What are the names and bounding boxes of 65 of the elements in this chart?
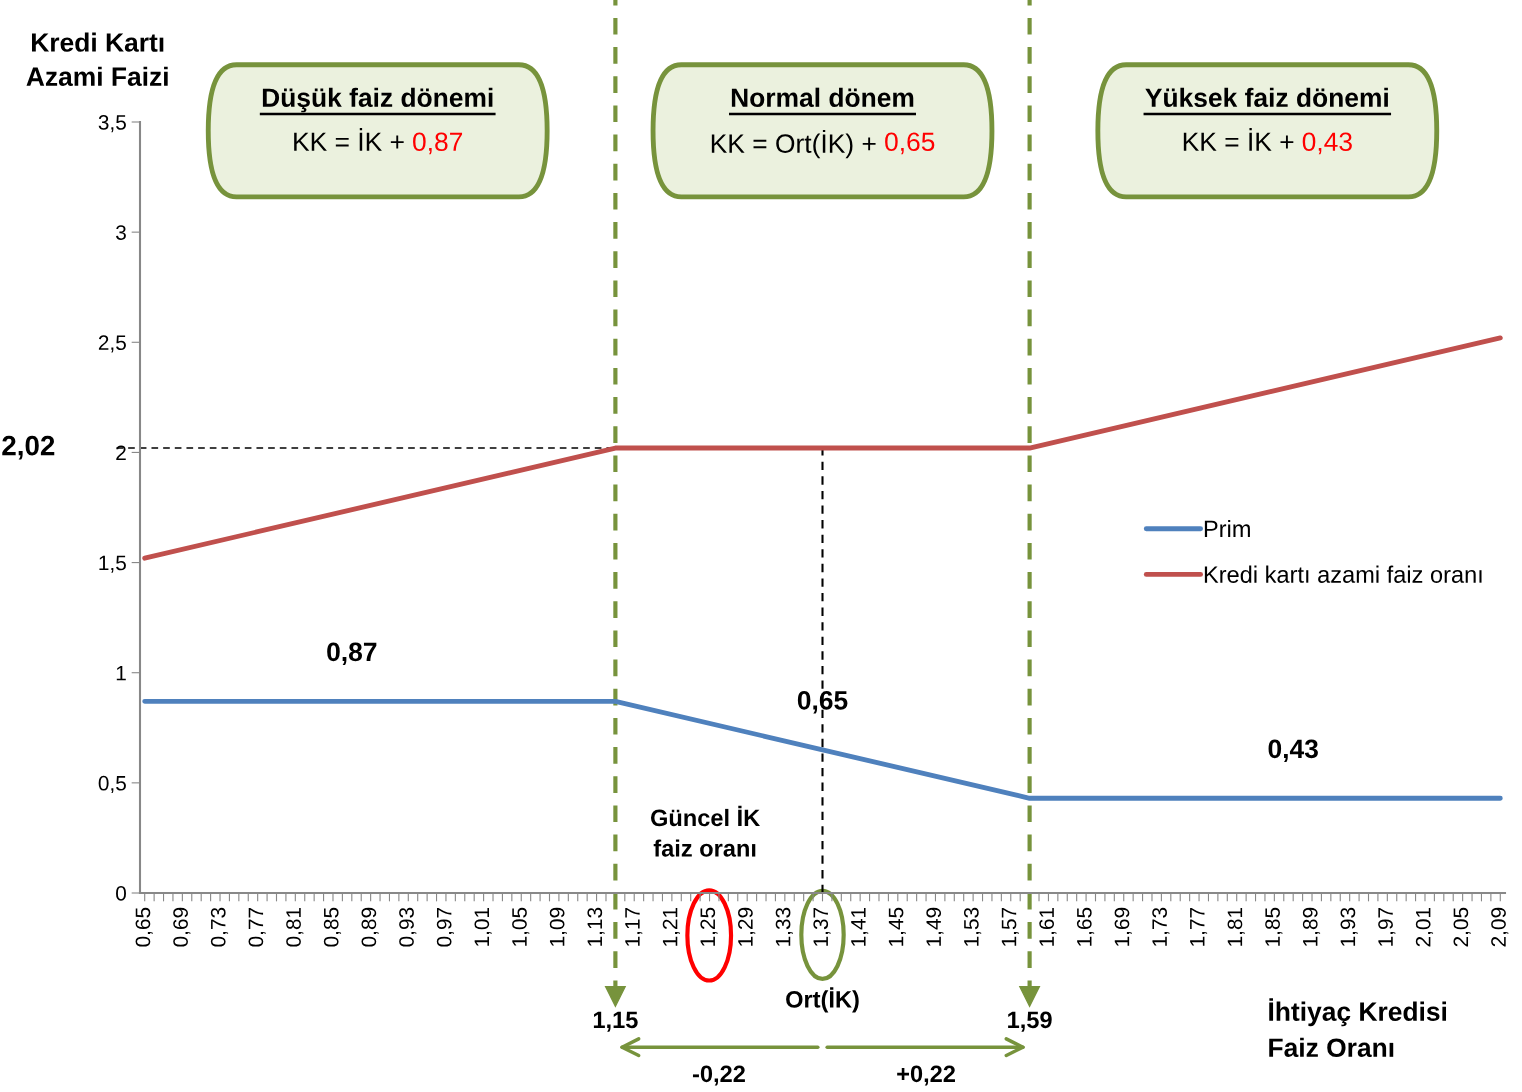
x-tick-label: 2,05 [1453,907,1471,947]
x-tick-label: 1,73 [1152,907,1170,946]
x-tick-label: 1,05 [512,907,530,946]
ref-line-label: 1,59 [1008,1011,1052,1032]
text: +0,22 [897,1065,955,1086]
x-tick-label: 1,45 [888,907,906,946]
text: -0,22 [692,1065,745,1086]
x-tick-label: 0,69 [173,907,191,947]
legend-label: Prim [1204,519,1250,538]
x-tick-label: 1,09 [549,907,567,946]
y-tick-label: 1,5 [99,555,126,573]
x-tick-label: 0,77 [248,907,266,947]
x-tick-label: 0,97 [436,907,454,947]
annotation: KK = İK + 0,43 [1183,128,1352,155]
x-tick-label: 1,57 [1001,907,1019,946]
legend-label: Kredi kartı azami faiz oranı [1204,565,1482,583]
x-tick-label: 1,69 [1114,907,1132,946]
y-tick-label: 2,5 [98,335,126,353]
y-axis-title: Kredi Kartı Azami Faizi [26,32,168,87]
x-tick-label: 1,65 [1076,907,1095,946]
annotation: KK = Ort(İK) + 0,65 [711,129,935,159]
x-tick-label: 1,29 [738,907,756,946]
text: Normal dönem [731,87,914,108]
x-tick-label: 0,85 [323,907,342,947]
x-tick-label: 0,89 [361,907,379,947]
ref-line-label: 2,02 [2,435,55,460]
x-tick-label: 1,77 [1190,907,1208,946]
x-tick-label: 0,65 [135,907,153,947]
annotation: 0,65 [797,690,848,714]
text: Yüksek faiz dönemi [1145,87,1388,108]
x-tick-label: 1,17 [625,907,643,946]
annotation: 0,43 [1268,739,1318,762]
y-tick-label: 3,5 [98,115,126,133]
x-tick-label: 2,09 [1491,907,1509,947]
x-tick-label: 2,01 [1415,907,1434,947]
x-tick-label: 1,25 [700,907,718,946]
annotation: KK = İK + 0,87 [294,128,463,155]
ref-line-label: 1,15 [593,1011,638,1032]
y-tick-label: 0 [116,886,126,901]
x-tick-label: 1,41 [851,907,869,946]
x-tick-label: 1,53 [963,907,982,946]
annotation: Güncel İK faiz oranı [650,805,760,857]
x-tick-label: 1,01 [474,907,492,946]
x-tick-label: 0,73 [210,907,229,947]
x-tick-label: 1,89 [1302,907,1321,946]
x-tick-label: 1,33 [775,907,793,946]
text: Düşük faiz dönemi [262,87,493,113]
x-tick-label: 1,37 [813,907,831,946]
x-tick-label: 1,61 [1039,907,1057,946]
x-tick-label: 1,93 [1340,907,1358,946]
x-tick-label: 0,93 [399,907,417,947]
x-axis-title: İhtiyaç Kredisi Faiz Oranı [1269,998,1447,1058]
x-tick-label: 1,49 [926,907,944,946]
x-tick-label: 1,13 [587,907,605,946]
x-tick-label: 0,81 [286,907,304,947]
y-tick-label: 0,5 [98,775,126,794]
x-tick-label: 1,21 [662,907,680,946]
annotation: 0,87 [327,642,377,666]
y-tick-label: 1 [116,665,126,681]
y-tick-label: 3 [116,225,126,240]
x-tick-label: 1,81 [1227,907,1245,946]
y-tick-label: 2 [116,445,126,460]
text: Ort(İK) [786,987,859,1013]
x-tick-label: 1,97 [1378,907,1396,946]
x-tick-label: 1,85 [1265,907,1283,946]
